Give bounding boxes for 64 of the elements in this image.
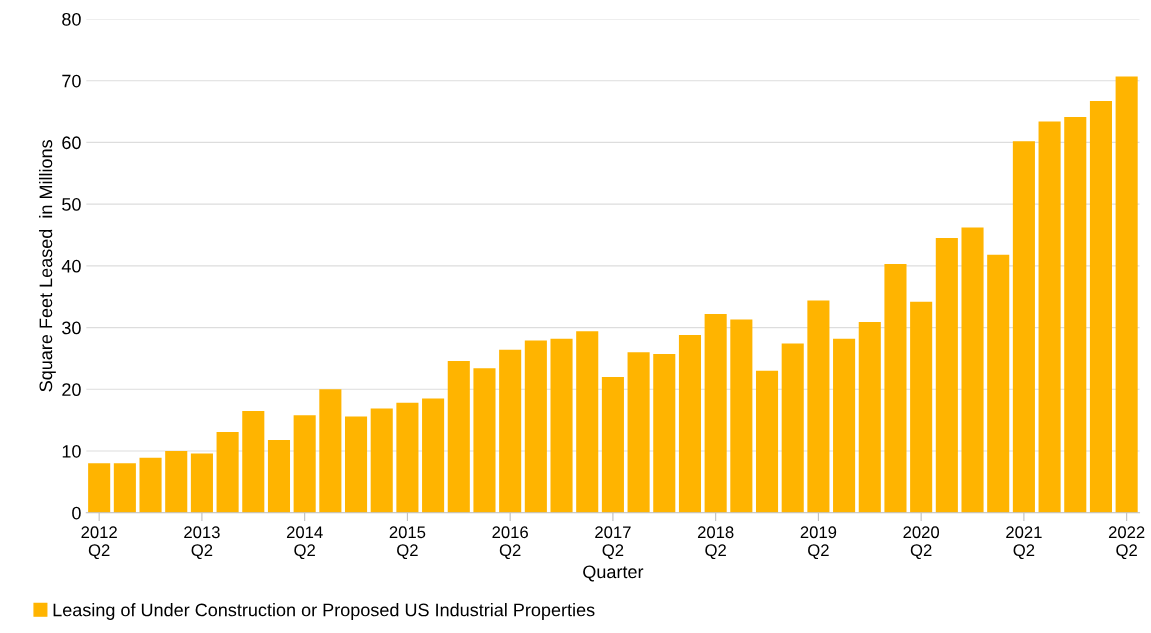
bar — [1038, 121, 1061, 513]
bar — [396, 402, 419, 513]
bar — [1012, 141, 1035, 513]
bar — [344, 416, 368, 513]
bar — [524, 340, 547, 513]
bar — [190, 453, 213, 513]
x-tick-label: 2022 Q2 — [1108, 526, 1145, 560]
x-tick-label: 2021 Q2 — [1006, 526, 1042, 560]
bar — [216, 431, 239, 513]
bar — [165, 451, 188, 513]
bar — [499, 349, 522, 513]
bar — [576, 331, 599, 513]
bar — [88, 463, 111, 513]
x-tick-label: 2012 Q2 — [81, 526, 117, 560]
x-tick-label: 2015 Q2 — [389, 526, 426, 560]
bar — [884, 264, 907, 513]
x-tick-label: 2017 Q2 — [595, 526, 631, 560]
legend-label: Leasing of Under Construction or Proposed US Industrial Properties — [53, 603, 595, 620]
bar — [242, 410, 265, 513]
y-tick-label: 30 — [62, 321, 81, 335]
x-tick-label: 2016 Q2 — [492, 526, 528, 560]
x-tick-label: 2020 Q2 — [903, 526, 940, 560]
bar — [755, 370, 779, 513]
bar — [139, 457, 162, 513]
bar — [935, 238, 958, 513]
bar — [447, 360, 470, 513]
x-tick-label: 2013 Q2 — [184, 526, 220, 560]
x-tick-label: 2014 Q2 — [286, 526, 323, 560]
y-tick-label: 50 — [62, 198, 81, 211]
bar — [987, 254, 1010, 513]
y-axis-title: Square Feet Leased in Millions — [39, 140, 56, 392]
bar — [910, 301, 933, 513]
bar — [807, 300, 830, 513]
bar — [601, 376, 624, 513]
bar — [833, 338, 856, 513]
bar — [704, 314, 727, 513]
bar — [653, 354, 676, 513]
x-axis-title: Quarter — [583, 565, 644, 582]
x-tick-label: 2018 Q2 — [697, 526, 734, 560]
bar — [319, 389, 342, 513]
y-tick-label: 40 — [61, 259, 81, 273]
y-tick-label: 60 — [62, 136, 81, 150]
y-tick-label: 70 — [62, 74, 81, 88]
bar — [961, 227, 984, 513]
bar — [730, 319, 753, 513]
bar — [473, 368, 496, 513]
bar — [422, 398, 445, 513]
bar — [678, 334, 702, 513]
bar — [1089, 101, 1112, 513]
bar — [267, 439, 291, 513]
bar — [293, 415, 316, 513]
bar — [858, 322, 881, 513]
bar — [113, 463, 136, 513]
bar — [1064, 117, 1087, 513]
x-tick-label: 2019 Q2 — [800, 526, 837, 560]
y-tick-label: 80 — [62, 12, 81, 26]
bar — [781, 343, 804, 513]
bar — [370, 408, 393, 513]
y-tick-label: 20 — [62, 383, 81, 397]
y-tick-label: 10 — [62, 444, 81, 458]
bar — [1115, 76, 1138, 513]
bar — [627, 352, 650, 513]
y-tick-label: 0 — [72, 506, 81, 520]
bar — [550, 338, 573, 513]
